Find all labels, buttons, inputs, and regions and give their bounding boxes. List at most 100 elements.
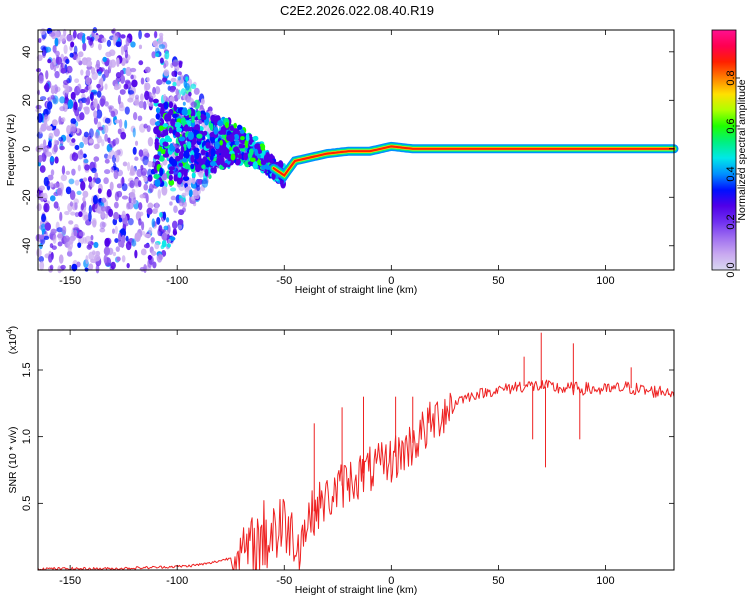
spectrogram-y-ticks: -40 -20 0 20 40 (21, 46, 674, 254)
heat-cell (234, 140, 240, 145)
heat-cell (173, 205, 178, 214)
heat-cell (170, 118, 176, 127)
heat-cell (223, 147, 229, 155)
heat-cell (162, 129, 167, 135)
heat-cell (92, 91, 98, 96)
heat-cell (74, 78, 80, 84)
heat-cell (151, 161, 156, 168)
heat-cell (173, 104, 177, 112)
heat-cell (83, 106, 90, 111)
heat-cell (176, 127, 183, 133)
heat-cell (192, 190, 199, 196)
heat-cell (55, 30, 60, 39)
heat-cell (95, 59, 101, 69)
heat-cell (61, 225, 67, 235)
heat-cell (176, 177, 182, 183)
snr-y-label: SNR (10 * v/v) (7, 426, 19, 493)
heat-cell (80, 203, 87, 213)
heat-cell (131, 79, 138, 88)
heat-cell (95, 264, 100, 274)
heat-cell (170, 195, 177, 201)
heat-cell (109, 181, 114, 191)
heat-cell (245, 133, 250, 142)
heat-cell (78, 211, 83, 218)
heat-cell (161, 185, 168, 196)
heat-cell (209, 155, 214, 161)
colorbar-tick-label: 0.8 (725, 70, 737, 85)
heat-cell (195, 164, 201, 173)
heat-cell (67, 245, 72, 253)
heat-cell (155, 107, 161, 114)
heat-cell (62, 79, 69, 85)
heat-cell (219, 139, 223, 146)
heat-cell (43, 114, 49, 120)
heat-cell (45, 151, 52, 157)
heat-cell (150, 93, 156, 99)
heat-cell (100, 206, 107, 212)
heat-cell (143, 263, 147, 274)
heat-cell (110, 110, 116, 118)
heat-cell (107, 155, 112, 160)
heat-cell (147, 202, 154, 210)
heat-cell (176, 79, 181, 87)
heat-cell (112, 218, 118, 226)
heat-cell (50, 228, 57, 235)
heat-cell (42, 49, 46, 58)
heat-cell (53, 201, 59, 209)
heat-cell (260, 164, 267, 170)
heat-cell (140, 167, 148, 176)
heat-cell (56, 227, 63, 233)
heat-cell (138, 29, 142, 40)
heat-cell (37, 89, 41, 96)
heat-cell (101, 197, 107, 203)
heat-cell (66, 65, 73, 74)
colorbar: 0.0 0.2 0.4 0.6 0.8 Normalized spectral ampl… (711, 29, 748, 278)
heat-cell (140, 77, 145, 85)
heat-cell (111, 228, 116, 234)
heat-cell (124, 49, 129, 59)
heat-cell (61, 117, 66, 123)
heat-cell (54, 70, 60, 79)
heat-cell (148, 102, 155, 107)
heat-cell (59, 96, 66, 104)
y-tick-label: 20 (21, 94, 33, 106)
heat-cell (88, 204, 92, 214)
heat-cell (183, 169, 188, 178)
heat-cell (182, 157, 188, 163)
heat-cell (66, 250, 73, 257)
heat-cell (137, 180, 142, 188)
heat-cell (60, 67, 67, 74)
heat-cell (83, 137, 89, 145)
heat-cell (188, 188, 193, 198)
x-tick-label: 100 (596, 275, 614, 287)
heat-cell (76, 55, 81, 64)
heat-cell (50, 85, 56, 94)
x-tick-label: -50 (276, 275, 292, 287)
heat-cell (86, 244, 93, 250)
heat-cell (43, 192, 48, 201)
heat-cell (214, 141, 220, 150)
heat-cell (79, 88, 86, 94)
heat-cell (137, 115, 143, 122)
heat-cell (66, 125, 72, 135)
heat-cell (38, 255, 44, 263)
heat-cell (158, 44, 166, 49)
snr-y-multiplier: (x104) (5, 326, 19, 354)
heat-cell (172, 59, 179, 68)
heat-cell (190, 83, 197, 90)
heat-cell (93, 241, 99, 249)
heat-cell (143, 82, 148, 92)
heat-cell (101, 37, 107, 43)
heat-cell (114, 137, 120, 145)
spectrogram-y-label: Frequency (Hz) (5, 114, 17, 186)
heat-cell (164, 50, 170, 60)
y-tick-label: 0.5 (21, 496, 33, 511)
x-tick-label: -150 (59, 575, 81, 587)
heat-cell (49, 195, 56, 202)
heat-cell (116, 183, 122, 189)
heat-cell (178, 162, 184, 167)
heat-cell (152, 98, 159, 104)
heat-cell (167, 239, 171, 244)
heat-cell (210, 167, 215, 174)
